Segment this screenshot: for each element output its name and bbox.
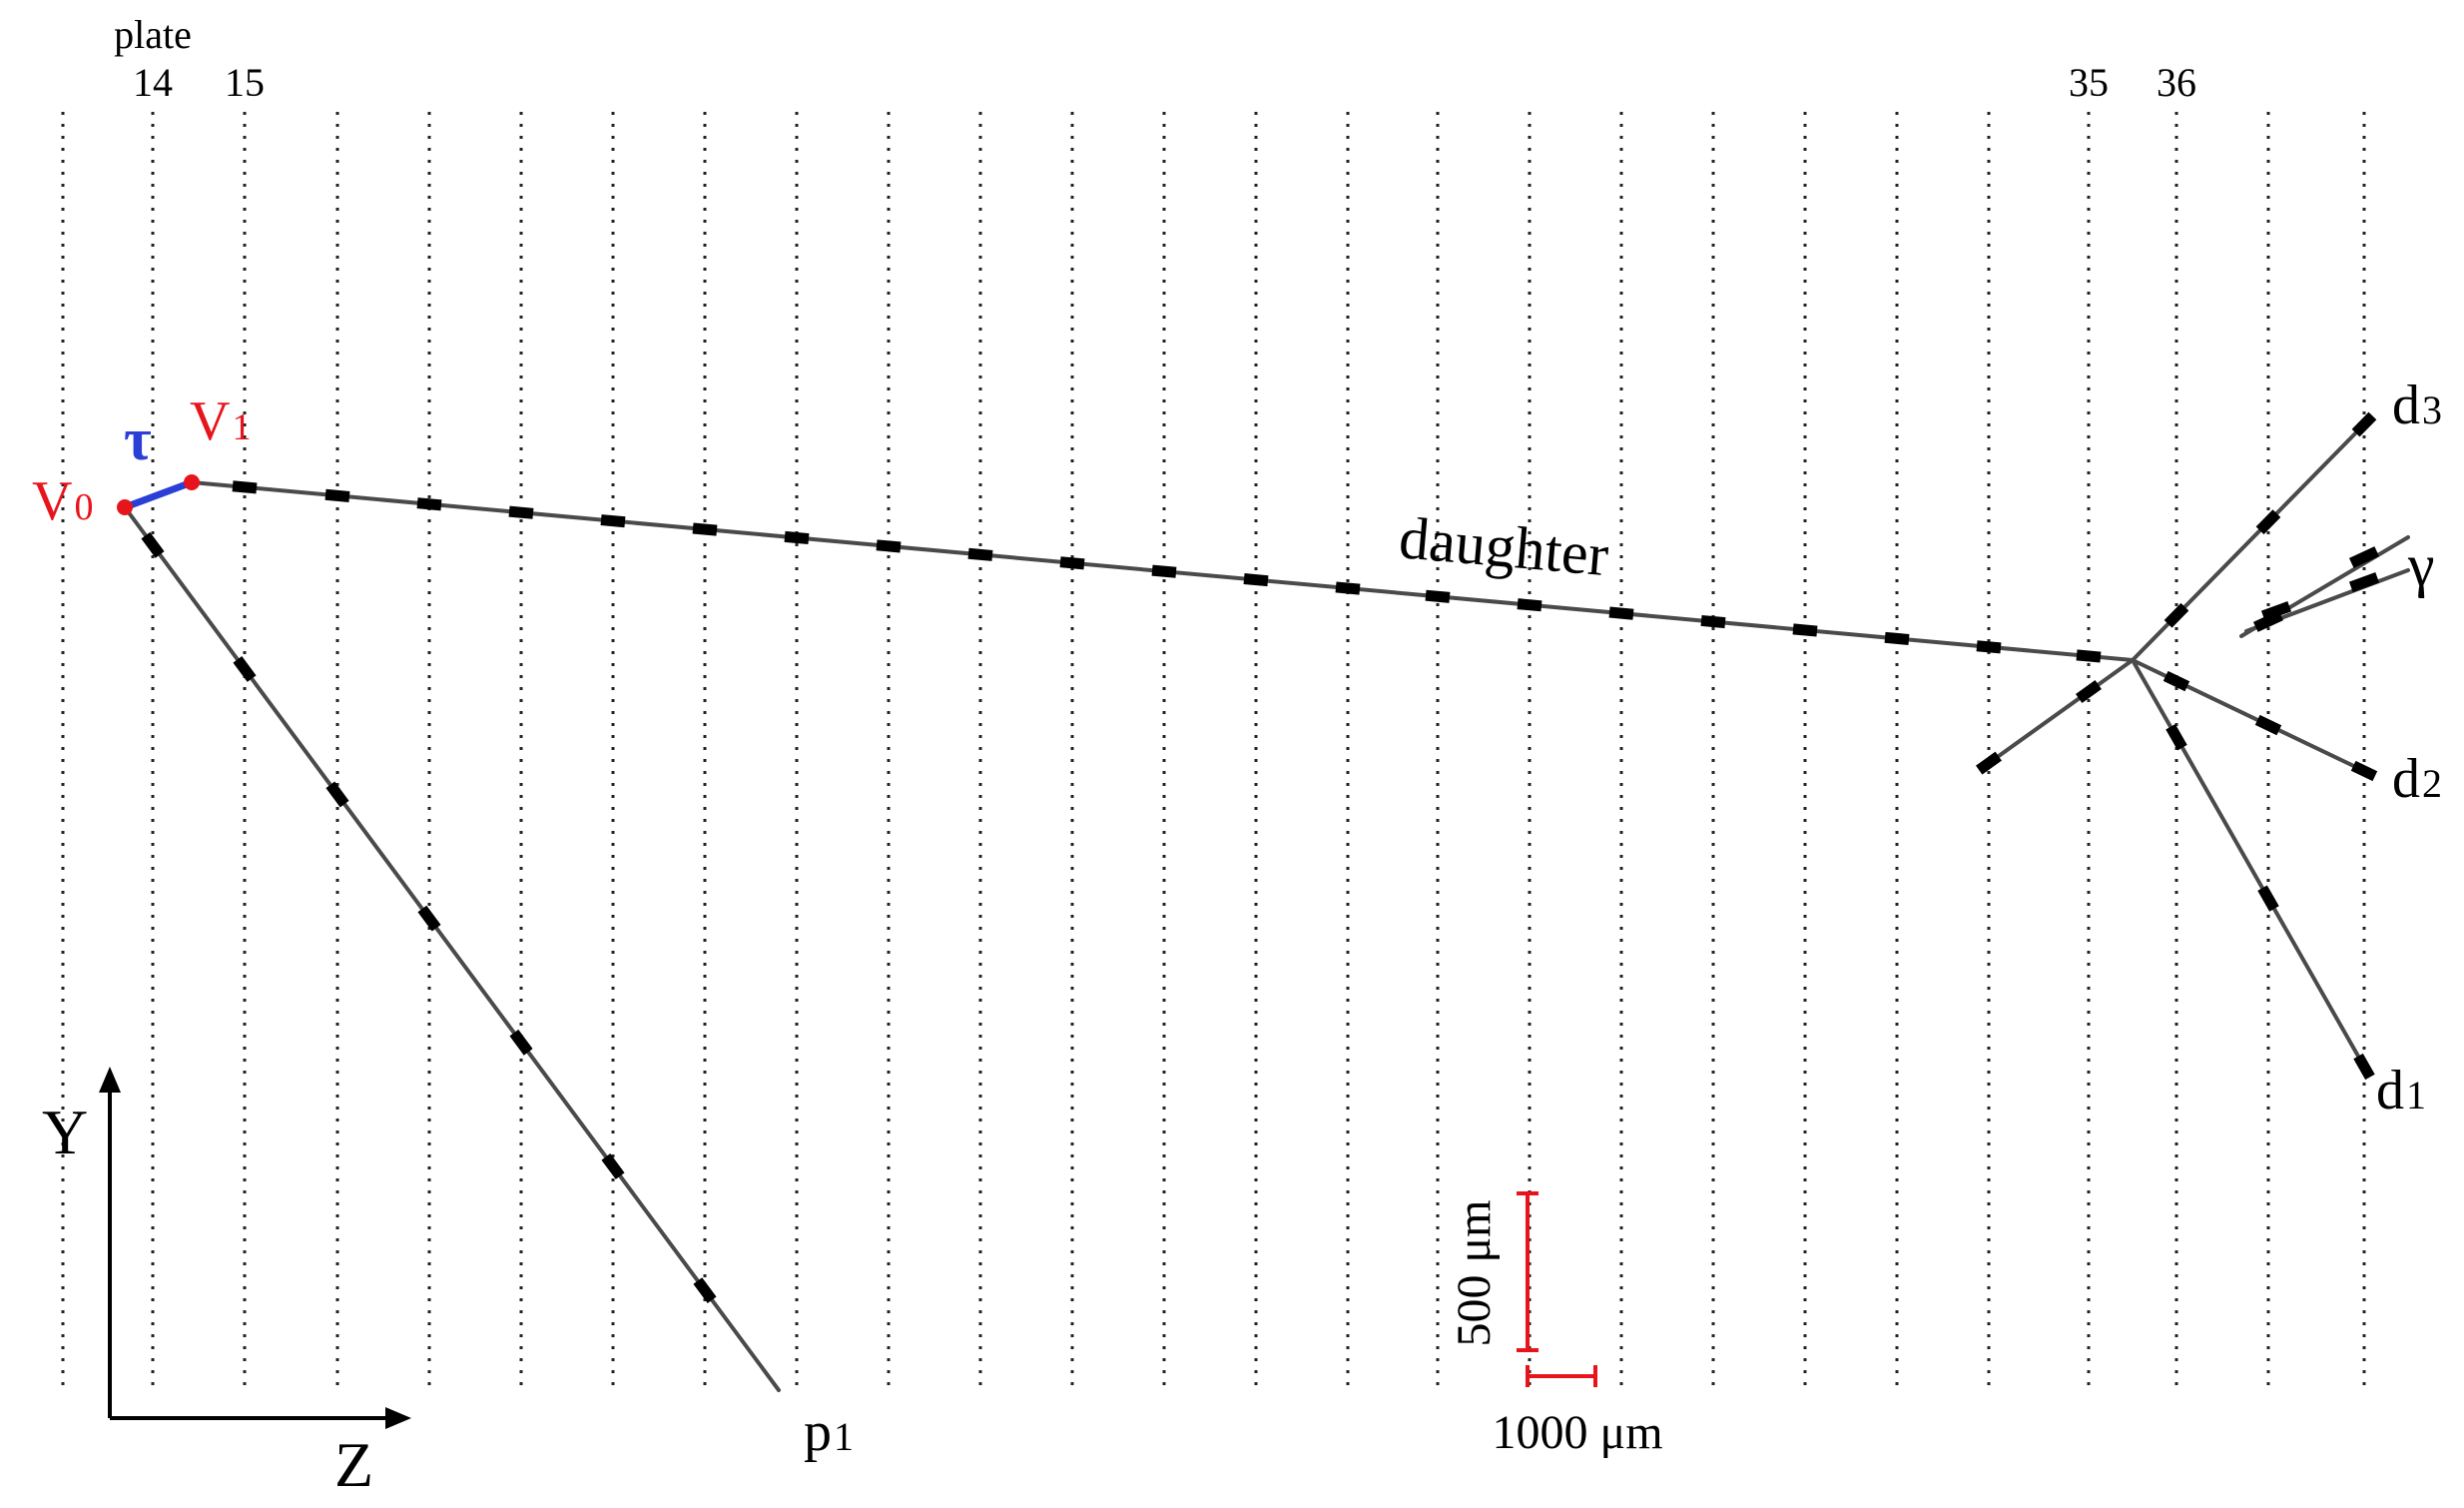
track-segment: [508, 505, 534, 519]
vertex-v0: [117, 499, 133, 515]
tau-track: [121, 478, 196, 511]
track-segment: [2254, 714, 2282, 736]
track-segment: [2255, 509, 2281, 535]
scale-vertical-label: 500 μm: [1448, 1199, 1501, 1346]
plate-label-35: 35: [2069, 60, 2109, 105]
plate-label-36: 36: [2156, 60, 2196, 105]
p1-label: p1: [804, 1401, 854, 1463]
track-segment: [509, 1029, 533, 1056]
emulsion-plates: [61, 112, 2366, 1390]
track-segment: [600, 514, 626, 528]
track-segment: [1059, 556, 1085, 570]
track-d1: [2131, 658, 2366, 1069]
z-axis-label: Z: [334, 1429, 373, 1500]
track-segment: [325, 781, 349, 808]
track-segment: [2350, 760, 2378, 782]
d1-label: d1: [2376, 1060, 2426, 1122]
plate-label-15: 15: [225, 60, 265, 105]
track-p1: [123, 505, 781, 1392]
tau-label: τ: [124, 406, 152, 472]
track-segment: [417, 905, 441, 932]
y-axis-label: Y: [42, 1097, 88, 1167]
track-segment: [1700, 614, 1726, 629]
track-segment: [1425, 589, 1451, 603]
vertex-v1: [184, 474, 200, 490]
tracks: [123, 422, 2410, 1392]
scale-bars: [1517, 1191, 1597, 1387]
track-segment: [693, 1277, 717, 1304]
track-segment: [2351, 411, 2377, 437]
track-segment: [1151, 564, 1177, 578]
track-segments: [141, 411, 2380, 1304]
track-segment: [967, 547, 993, 561]
track-segment: [2348, 572, 2380, 592]
track-segment: [324, 488, 350, 502]
track-segment: [2260, 601, 2292, 621]
track-segment: [876, 539, 902, 553]
track-backward: [1983, 658, 2135, 768]
track-segment: [2163, 602, 2189, 628]
y-axis-arrowhead: [99, 1067, 121, 1093]
scale-horizontal-label: 1000 μm: [1492, 1406, 1662, 1459]
d2-label: d2: [2392, 748, 2442, 810]
track-segment: [416, 497, 442, 511]
daughter-label: daughter: [1397, 504, 1611, 588]
track-segment: [1976, 640, 2002, 654]
track-segment: [1884, 631, 1910, 645]
vertex-v1-label: V1: [190, 390, 251, 452]
track-segment: [1976, 751, 2002, 775]
track-segment: [233, 656, 257, 682]
plate-header-label: plate: [114, 12, 192, 57]
track-segment: [2165, 724, 2187, 751]
vertex-v0-label: V0: [32, 470, 93, 532]
track-segment: [692, 522, 718, 536]
gamma-label: γ: [2407, 532, 2435, 598]
track-segment: [2353, 1053, 2375, 1081]
track-segment: [2257, 885, 2279, 912]
d3-label: d3: [2392, 375, 2442, 436]
track-segment: [2076, 649, 2102, 663]
z-axis-arrowhead: [385, 1407, 411, 1429]
track-segment: [1608, 606, 1634, 620]
axis-arrows: [108, 1084, 394, 1420]
track-segment: [141, 531, 165, 558]
track-segment: [2076, 680, 2102, 703]
track-d3: [2131, 422, 2366, 662]
track-segment: [1517, 598, 1542, 612]
track-segment: [232, 480, 258, 494]
track-segment: [601, 1153, 625, 1179]
track-segment: [784, 530, 810, 545]
track-segment: [1335, 581, 1361, 595]
plate-label-14: 14: [133, 60, 173, 105]
track-segment: [2162, 670, 2190, 692]
track-segment: [1792, 623, 1818, 637]
track-segment: [2348, 546, 2380, 568]
track-segment: [1243, 573, 1269, 587]
